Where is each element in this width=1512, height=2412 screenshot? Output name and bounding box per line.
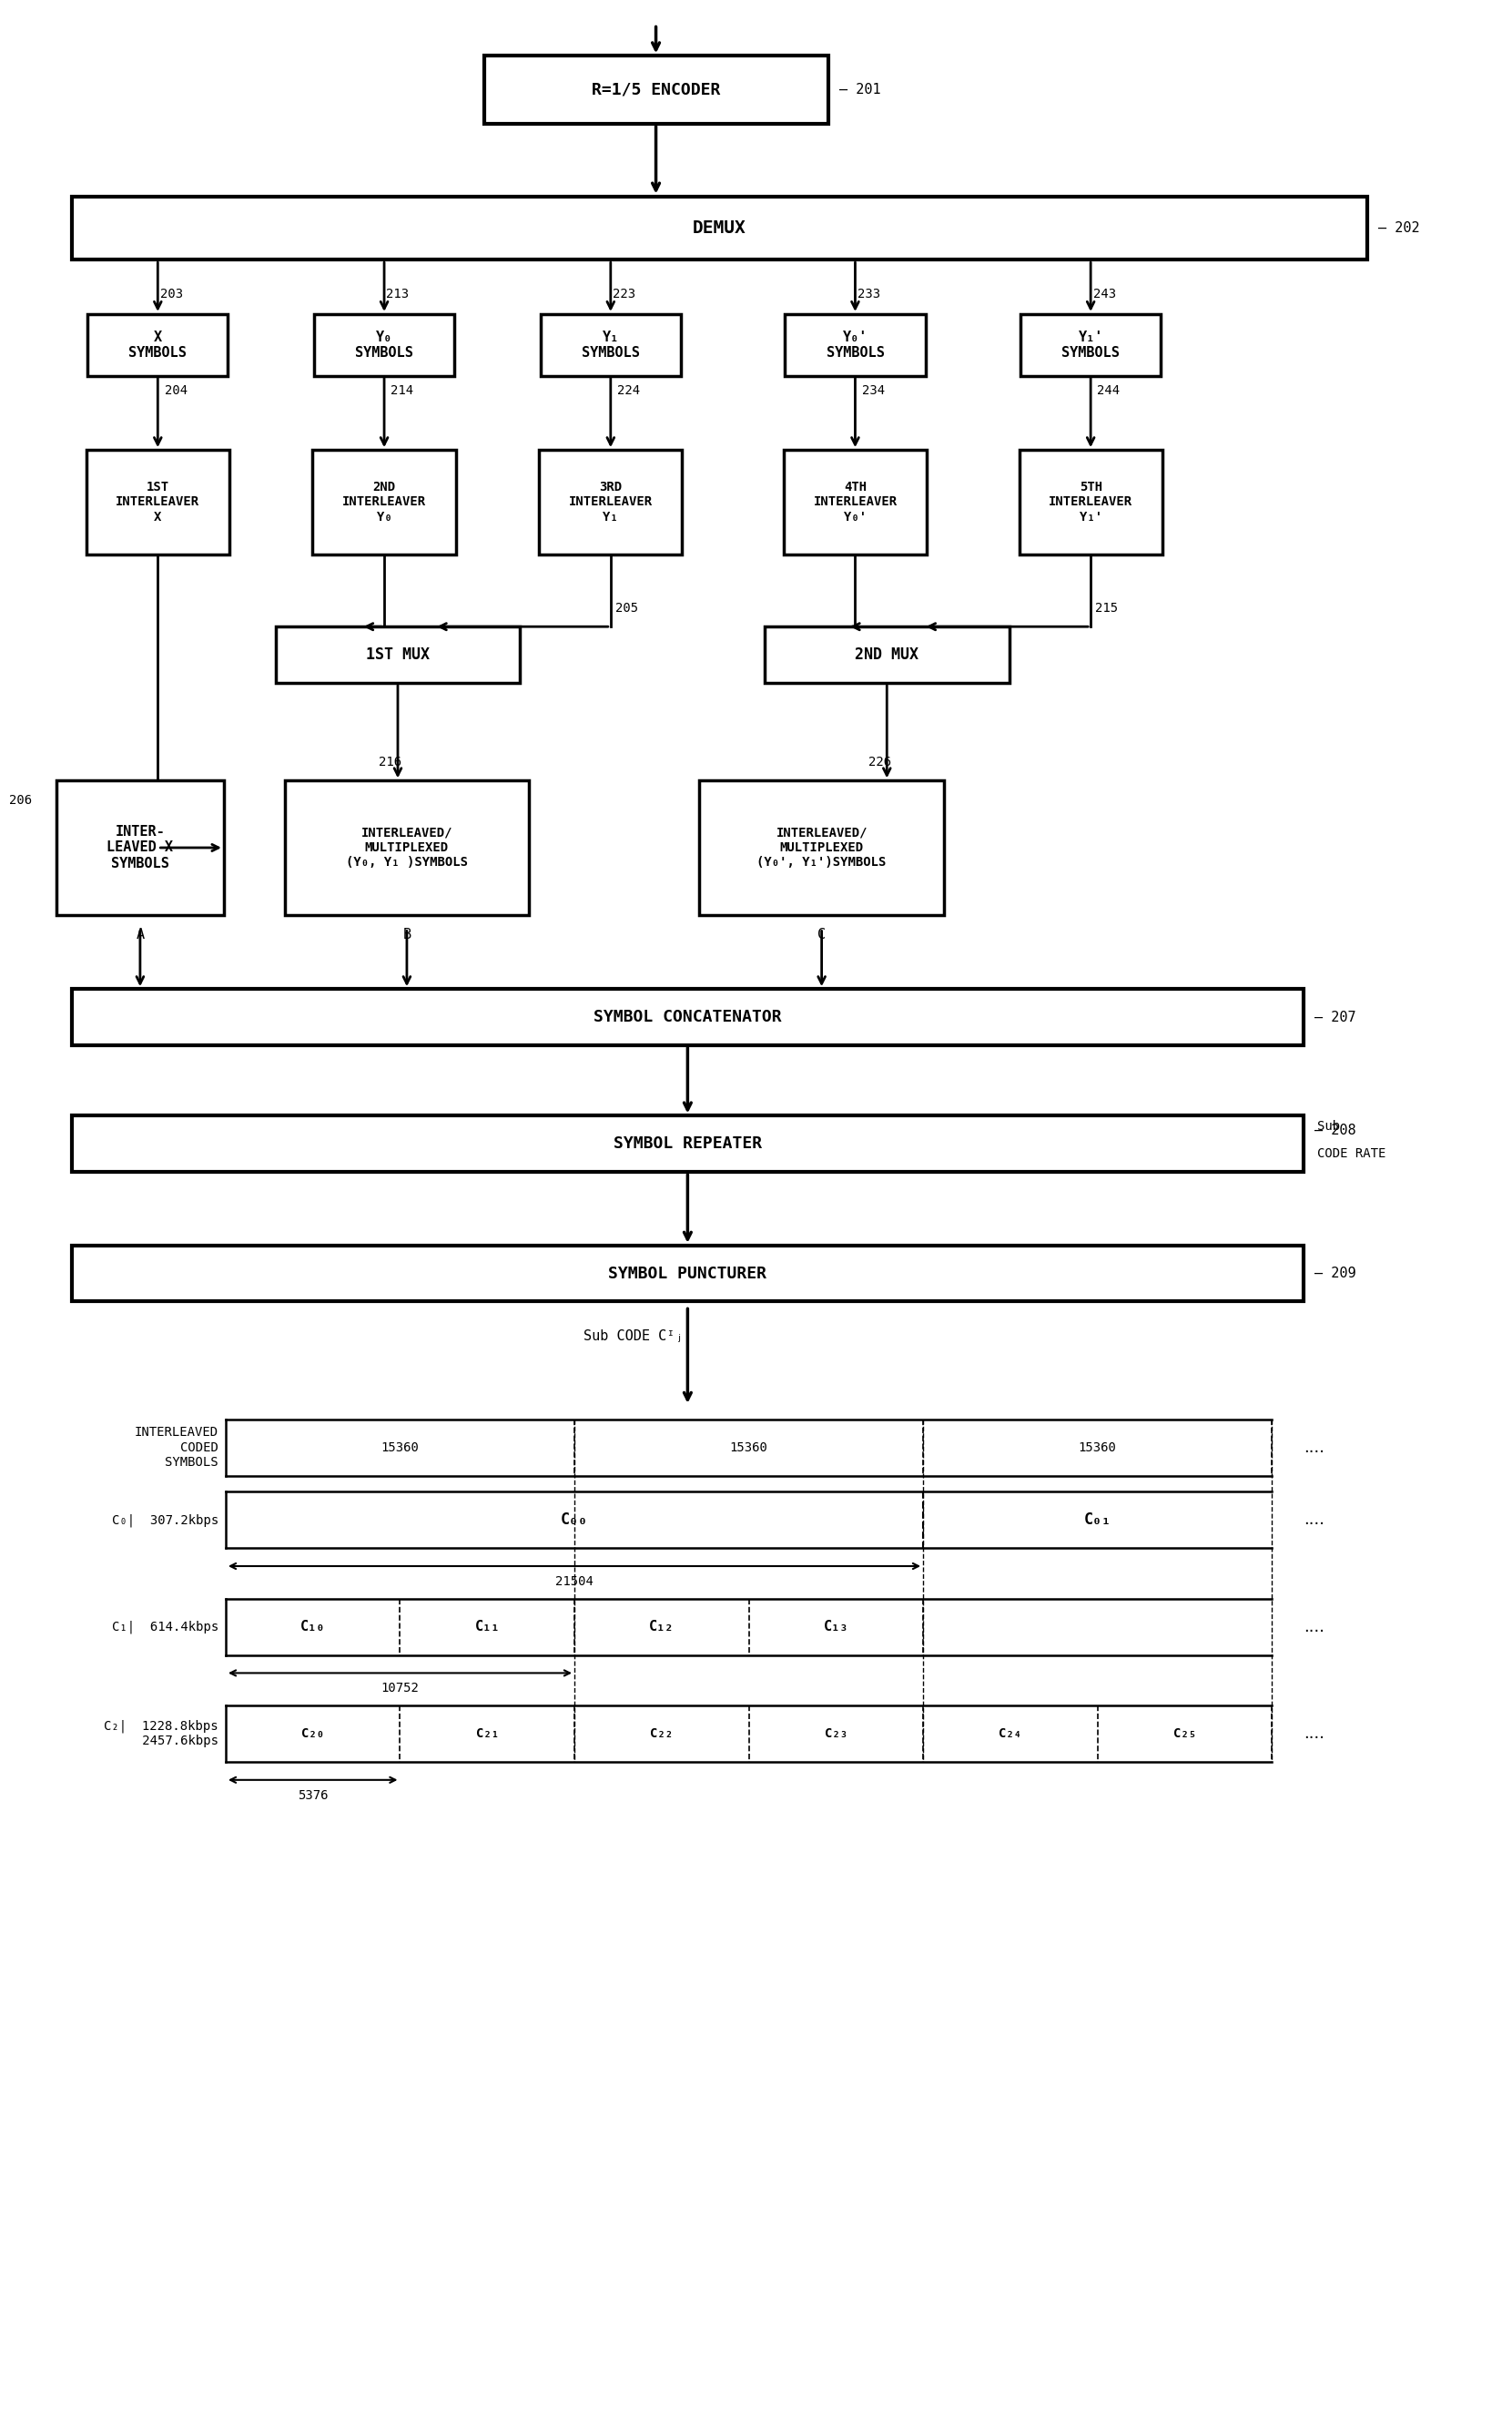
Text: C: C [818, 929, 826, 941]
Bar [1021, 314, 1161, 376]
Bar [71, 1245, 1303, 1302]
Text: 15360: 15360 [381, 1440, 419, 1454]
Text: 244: 244 [1098, 384, 1120, 396]
Bar [88, 314, 228, 376]
Text: ....: .... [1303, 1725, 1325, 1741]
Text: 5376: 5376 [298, 1790, 328, 1802]
Text: Y₀
SYMBOLS: Y₀ SYMBOLS [355, 330, 413, 359]
Text: C₂₀: C₂₀ [301, 1727, 324, 1739]
Text: 213: 213 [387, 287, 410, 302]
Text: C₀₁: C₀₁ [1084, 1512, 1111, 1529]
Text: INTER-
LEAVED X
SYMBOLS: INTER- LEAVED X SYMBOLS [107, 825, 174, 871]
Text: Y₁
SYMBOLS: Y₁ SYMBOLS [582, 330, 640, 359]
Text: 21504: 21504 [555, 1575, 594, 1587]
Text: — 207: — 207 [1314, 1011, 1356, 1025]
Text: C₂₃: C₂₃ [824, 1727, 847, 1739]
Text: 15360: 15360 [730, 1440, 768, 1454]
Text: CODE RATE: CODE RATE [1317, 1148, 1385, 1160]
Text: 223: 223 [612, 287, 635, 302]
Bar [783, 451, 927, 555]
Text: ....: .... [1303, 1618, 1325, 1635]
Bar [314, 314, 455, 376]
Text: 3RD
INTERLEAVER
Y₁: 3RD INTERLEAVER Y₁ [569, 480, 653, 523]
Text: 4TH
INTERLEAVER
Y₀': 4TH INTERLEAVER Y₀' [813, 480, 897, 523]
Text: C₁₁: C₁₁ [475, 1621, 499, 1633]
Bar [275, 627, 520, 683]
Bar [700, 781, 943, 914]
Text: 15360: 15360 [1078, 1440, 1116, 1454]
Text: DEMUX: DEMUX [692, 219, 745, 236]
Text: 204: 204 [165, 384, 187, 396]
Text: ....: .... [1303, 1440, 1325, 1454]
Text: 2ND
INTERLEAVER
Y₀: 2ND INTERLEAVER Y₀ [342, 480, 426, 523]
Bar [56, 781, 224, 914]
Text: 214: 214 [392, 384, 414, 396]
Text: 234: 234 [862, 384, 885, 396]
Text: 216: 216 [380, 755, 402, 769]
Bar [86, 451, 230, 555]
Bar [765, 627, 1009, 683]
Text: R=1/5 ENCODER: R=1/5 ENCODER [591, 82, 720, 99]
Text: INTERLEAVED/
MULTIPLEXED
(Y₀', Y₁')SYMBOLS: INTERLEAVED/ MULTIPLEXED (Y₀', Y₁')SYMBO… [758, 827, 886, 868]
Text: Sub CODE Cᴵⱼ: Sub CODE Cᴵⱼ [584, 1329, 683, 1343]
Text: C₂₂: C₂₂ [650, 1727, 673, 1739]
Text: 226: 226 [868, 755, 891, 769]
Text: X
SYMBOLS: X SYMBOLS [129, 330, 187, 359]
Bar [484, 55, 829, 123]
Text: — 201: — 201 [839, 82, 880, 96]
Bar [284, 781, 529, 914]
Text: Sub: Sub [1317, 1119, 1340, 1134]
Text: 203: 203 [160, 287, 183, 302]
Text: — 209: — 209 [1314, 1266, 1356, 1281]
Bar [71, 989, 1303, 1044]
Text: C₀|  307.2kbps: C₀| 307.2kbps [112, 1512, 218, 1527]
Text: SYMBOL PUNCTURER: SYMBOL PUNCTURER [608, 1266, 767, 1281]
Text: B: B [402, 929, 411, 941]
Text: Y₀'
SYMBOLS: Y₀' SYMBOLS [826, 330, 885, 359]
Text: A: A [136, 929, 144, 941]
Text: 5TH
INTERLEAVER
Y₁': 5TH INTERLEAVER Y₁' [1049, 480, 1132, 523]
Text: 2ND MUX: 2ND MUX [854, 646, 919, 663]
Text: — 208: — 208 [1314, 1124, 1356, 1136]
Text: INTERLEAVED
CODED
SYMBOLS: INTERLEAVED CODED SYMBOLS [135, 1425, 218, 1469]
Text: — 202: — 202 [1377, 222, 1420, 234]
Text: 206: 206 [9, 794, 32, 808]
Text: C₁₃: C₁₃ [824, 1621, 848, 1633]
Text: 233: 233 [857, 287, 880, 302]
Bar [785, 314, 925, 376]
Text: C₁₂: C₁₂ [649, 1621, 674, 1633]
Text: C₂₄: C₂₄ [999, 1727, 1022, 1739]
Text: 1ST
INTERLEAVER
X: 1ST INTERLEAVER X [116, 480, 200, 523]
Bar [1019, 451, 1163, 555]
Text: 215: 215 [1096, 603, 1119, 615]
Text: C₁₀: C₁₀ [301, 1621, 325, 1633]
Text: C₂₁: C₂₁ [476, 1727, 499, 1739]
Text: Y₁'
SYMBOLS: Y₁' SYMBOLS [1061, 330, 1120, 359]
Text: 224: 224 [617, 384, 640, 396]
Text: 243: 243 [1093, 287, 1116, 302]
Bar [540, 451, 682, 555]
Text: C₂|  1228.8kbps
      2457.6kbps: C₂| 1228.8kbps 2457.6kbps [97, 1720, 218, 1749]
Text: C₀₀: C₀₀ [561, 1512, 588, 1529]
Text: C₂₅: C₂₅ [1173, 1727, 1196, 1739]
Text: 1ST MUX: 1ST MUX [366, 646, 429, 663]
Text: C₁|  614.4kbps: C₁| 614.4kbps [112, 1621, 218, 1633]
Bar [71, 1117, 1303, 1172]
Text: INTERLEAVED/
MULTIPLEXED
(Y₀, Y₁ )SYMBOLS: INTERLEAVED/ MULTIPLEXED (Y₀, Y₁ )SYMBOL… [346, 827, 467, 868]
Bar [71, 195, 1367, 260]
Text: 10752: 10752 [381, 1681, 419, 1696]
Text: 205: 205 [615, 603, 638, 615]
Text: SYMBOL REPEATER: SYMBOL REPEATER [614, 1136, 762, 1153]
Text: SYMBOL CONCATENATOR: SYMBOL CONCATENATOR [594, 1008, 782, 1025]
Text: ....: .... [1303, 1512, 1325, 1529]
Bar [540, 314, 680, 376]
Bar [313, 451, 455, 555]
